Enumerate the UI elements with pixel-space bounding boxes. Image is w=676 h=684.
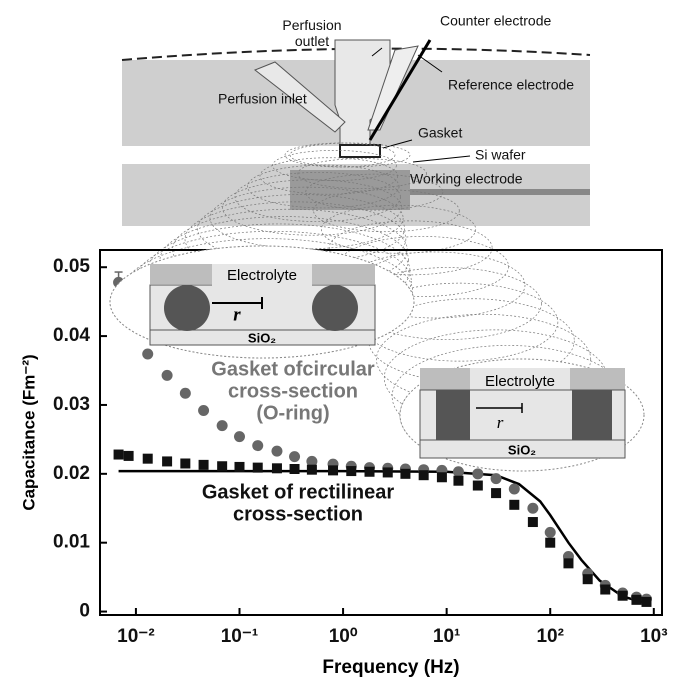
inset-label: r [497,413,504,432]
figure: Perfusionoutlet Counter electrode Refere… [0,0,676,684]
data-point [180,458,190,468]
o-ring [164,285,210,331]
data-point [491,473,502,484]
gasket [340,145,380,157]
arrow [413,156,470,162]
y-tick-label: 0 [79,601,90,622]
y-tick-label: 0.02 [53,463,90,484]
inset-label: SiO₂ [508,442,536,457]
data-point [289,451,300,462]
spiral-ring [290,143,410,167]
data-point [346,466,356,476]
data-point [509,500,519,510]
data-point [509,483,520,494]
x-tick-label: 10¹ [433,626,460,647]
data-point [472,468,483,479]
data-point [400,469,410,479]
data-point [631,595,641,605]
data-point [528,517,538,527]
data-point [162,370,173,381]
data-point [290,464,300,474]
data-point [600,585,610,595]
series-annotation: cross-section [228,380,358,402]
data-point [234,431,245,442]
x-axis-label: Frequency (Hz) [322,657,459,678]
x-tick-label: 10⁻¹ [221,626,259,647]
data-point [142,348,153,359]
series-annotation: Gasket of rectilinear [202,481,395,503]
x-tick-label: 10⁻² [117,626,155,647]
data-point [583,574,593,584]
x-tick-label: 10² [536,626,563,647]
data-point [545,527,556,538]
x-tick-label: 10³ [640,626,667,647]
electrode-lead [410,189,590,195]
diagram-label: Si wafer [475,147,526,163]
y-tick-label: 0.04 [53,325,90,346]
diagram-label: Working electrode [410,171,523,187]
data-point [365,467,375,477]
data-point [180,388,191,399]
data-point [383,467,393,477]
series-annotation: cross-section [233,503,363,525]
inset-label: Electrolyte [227,267,297,284]
series-annotation: Gasket ofcircular [211,358,375,380]
inset-o-ring: Electrolyte r SiO₂ [110,246,414,358]
data-point [162,456,172,466]
data-point [307,465,317,475]
data-point [234,462,244,472]
diagram-label: Perfusion inlet [218,91,307,107]
data-point [252,440,263,451]
data-point [199,460,209,470]
x-tick-label: 10⁰ [329,626,358,647]
data-point [453,466,464,477]
data-point [198,405,209,416]
data-point [114,450,124,460]
gasket-section [572,390,612,440]
data-point [618,591,628,601]
data-point [453,476,463,486]
data-point [272,463,282,473]
data-point [217,420,228,431]
working-electrode [290,170,410,210]
data-point [328,465,338,475]
inset-rectilinear: Electrolyte r SiO₂ [400,359,644,471]
y-tick-label: 0.05 [53,256,90,277]
y-axis-label: Capacitance (Fm⁻²) [19,354,38,510]
data-point [419,470,429,480]
data-point [545,538,555,548]
data-point [527,503,538,514]
diagram-label: Reference electrode [448,77,574,93]
data-point [437,472,447,482]
data-point [473,481,483,491]
data-point [491,488,501,498]
data-point [124,451,134,461]
diagram-label: Gasket [418,125,462,141]
data-point [641,597,651,607]
data-point [217,461,227,471]
y-tick-label: 0.03 [53,394,90,415]
gasket-section [436,390,470,440]
data-point [271,446,282,457]
y-tick-label: 0.01 [53,532,90,553]
series-annotation: (O-ring) [256,402,329,424]
diagram-label: Counter electrode [440,13,552,29]
inset-label: r [233,304,241,325]
data-point [143,454,153,464]
inset-label: SiO₂ [248,330,276,345]
inset-label: Electrolyte [485,373,555,390]
data-point [253,463,263,473]
o-ring [312,285,358,331]
data-point [563,558,573,568]
